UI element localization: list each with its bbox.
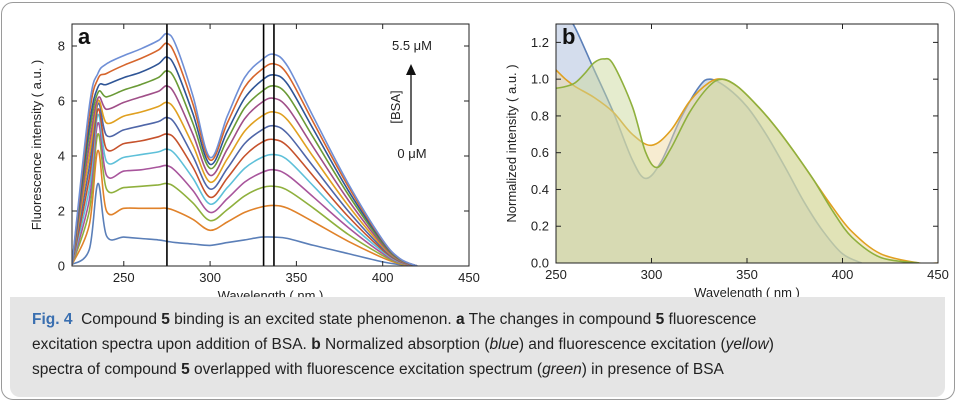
chart-panel-b: 250 300 350 400 450 0.0 0.2 0.4 0.6 0.8 1.0 1.2 Wave… <box>504 23 949 300</box>
x-tick-label: 350 <box>286 270 308 285</box>
y-tick-label: 1.2 <box>531 35 549 50</box>
y-tick-label: 0.0 <box>531 256 549 271</box>
caption-line-2: excitation spectra upon addition of BSA.… <box>32 336 774 354</box>
x-tick-label: 250 <box>545 267 567 282</box>
plot-frame <box>71 23 470 267</box>
caption-text: spectra of compound <box>32 361 182 378</box>
caption-text: Normalized absorption ( <box>320 336 490 353</box>
panel-letter: b <box>562 24 575 49</box>
x-tick-label: 350 <box>736 267 758 282</box>
caption-italic: yellow <box>725 336 769 353</box>
caption-text: ) <box>768 336 774 353</box>
series-line-12 <box>72 32 418 266</box>
caption-text: excitation spectra upon addition of BSA. <box>32 336 312 353</box>
caption-text: overlapped with fluorescence excitation … <box>189 361 543 378</box>
caption-text: binding is an excited state phenomenon. <box>169 311 456 328</box>
series-line-10 <box>72 56 418 266</box>
y-tick-label: 6 <box>58 94 65 109</box>
caption-text: Compound <box>81 311 162 328</box>
annotation-bottom: 0 μM <box>397 146 426 161</box>
annotation-top: 5.5 μM <box>392 38 432 53</box>
series-line-3 <box>72 122 418 266</box>
y-tick-label: 0.6 <box>531 145 549 160</box>
annotation-arrow-head <box>406 64 416 75</box>
x-tick-label: 400 <box>372 270 394 285</box>
caption-line-1: Fig. 4 Compound 5 binding is an excited … <box>32 311 756 329</box>
caption-italic: blue <box>489 336 519 353</box>
series-line-9 <box>72 69 418 266</box>
series-area-2 <box>556 58 919 263</box>
x-tick-label: 450 <box>927 267 949 282</box>
plot-area <box>556 24 938 263</box>
caption-bold: b <box>311 336 321 353</box>
series-line-8 <box>72 85 418 266</box>
series-line-5 <box>72 108 418 266</box>
caption-bold: 5 <box>655 311 665 328</box>
caption-bold: 5 <box>161 311 170 328</box>
series-line-11 <box>72 42 418 266</box>
series-line-2 <box>72 133 418 266</box>
caption-line-3: spectra of compound 5 overlapped with fl… <box>32 361 724 379</box>
x-tick-label: 250 <box>113 270 135 285</box>
caption-text: ) and fluorescence excitation ( <box>518 336 726 353</box>
y-tick-label: 0.8 <box>531 108 549 123</box>
y-tick-label: 4 <box>58 149 65 164</box>
y-tick-label: 2 <box>58 204 65 219</box>
y-tick-label: 8 <box>58 39 65 54</box>
y-axis-label: Normalized intensity ( a.u. ) <box>504 64 519 222</box>
series-line-6 <box>72 102 418 266</box>
series-line-1 <box>72 149 418 266</box>
y-tick-label: 1.0 <box>531 72 549 87</box>
x-tick-label: 400 <box>832 267 854 282</box>
caption-text: ) in presence of BSA <box>581 361 724 378</box>
figure-label: Fig. 4 <box>32 311 73 328</box>
x-tick-label: 300 <box>199 270 221 285</box>
y-axis-label: Fluorescence intensity ( a.u. ) <box>29 60 44 231</box>
panel-letter: a <box>78 24 91 49</box>
x-axis-label: Wavelength ( nm ) <box>694 285 800 300</box>
y-tick-label: 0.2 <box>531 219 549 234</box>
plot-area <box>72 32 418 266</box>
series-line-0 <box>72 182 418 266</box>
caption-text: The changes in compound <box>464 311 656 328</box>
caption-bold: 5 <box>181 361 190 378</box>
figure-caption: Fig. 4 Compound 5 binding is an excited … <box>10 297 945 397</box>
series-line-4 <box>72 113 418 266</box>
x-tick-label: 300 <box>641 267 663 282</box>
series-line-2 <box>556 57 920 263</box>
caption-italic: green <box>542 361 582 378</box>
y-tick-label: 0.4 <box>531 182 549 197</box>
y-tick-label: 0 <box>58 259 65 274</box>
annotation-arrow-label: [BSA] <box>388 90 403 123</box>
series-line-7 <box>72 99 418 266</box>
caption-bold: a <box>455 311 465 328</box>
x-tick-label: 450 <box>458 270 480 285</box>
caption-text: fluorescence <box>664 311 757 328</box>
